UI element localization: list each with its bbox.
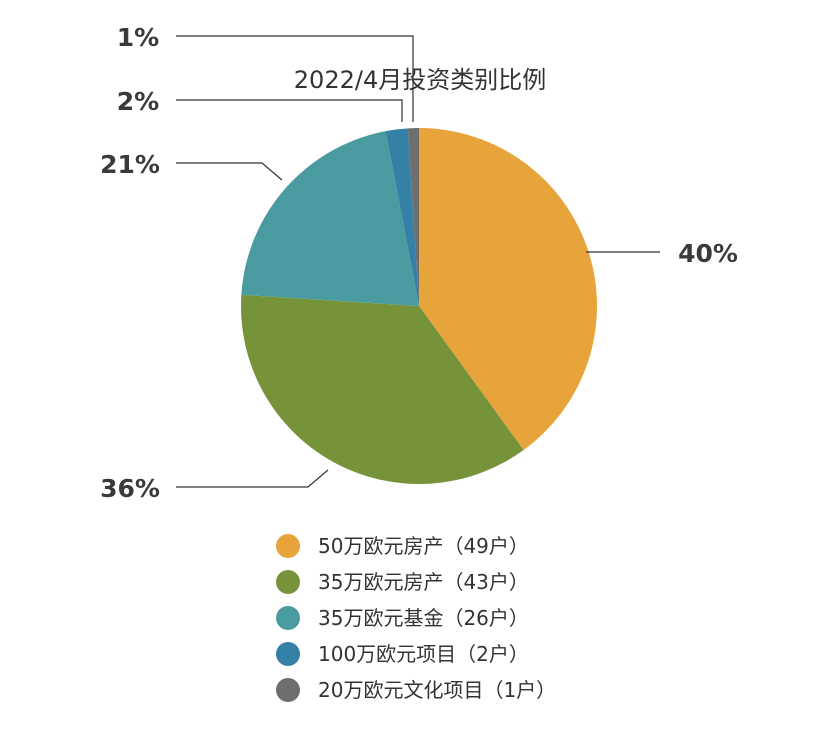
- pie-slice-5: [407, 128, 419, 306]
- data-labels: 40% 36% 21% 2% 1%: [99, 22, 740, 505]
- pie-slice-4: [385, 128, 419, 306]
- leader-line-3: [176, 162, 283, 181]
- legend-label-5: 20万欧元文化项目（1户）: [318, 678, 556, 702]
- data-label-4: 2%: [117, 87, 159, 116]
- leader-lines: [176, 35, 660, 488]
- leader-line-5: [176, 35, 414, 122]
- pie-slice-2: [241, 294, 524, 484]
- legend-swatch-1: [276, 534, 300, 558]
- data-label-1: 40%: [678, 239, 738, 268]
- legend: 50万欧元房产（49户） 35万欧元房产（43户） 35万欧元基金（26户） 100万…: [276, 534, 556, 702]
- pie-slice-3: [241, 131, 419, 306]
- leader-line-4: [176, 99, 403, 122]
- legend-label-1: 50万欧元房产（49户）: [318, 534, 529, 558]
- legend-label-3: 35万欧元基金（26户）: [318, 606, 529, 630]
- legend-swatch-2: [276, 570, 300, 594]
- leader-line-2: [176, 469, 329, 488]
- legend-swatch-4: [276, 642, 300, 666]
- pie-slice-1: [419, 128, 597, 451]
- legend-swatch-5: [276, 678, 300, 702]
- legend-label-4: 100万欧元项目（2户）: [318, 642, 529, 666]
- legend-label-2: 35万欧元房产（43户）: [318, 570, 529, 594]
- data-label-3: 21%: [100, 150, 160, 179]
- data-label-5: 1%: [117, 23, 159, 52]
- pie-slices: [241, 128, 597, 484]
- chart-title: 2022/4月投资类别比例: [294, 66, 546, 94]
- data-label-2: 36%: [100, 474, 160, 503]
- legend-swatch-3: [276, 606, 300, 630]
